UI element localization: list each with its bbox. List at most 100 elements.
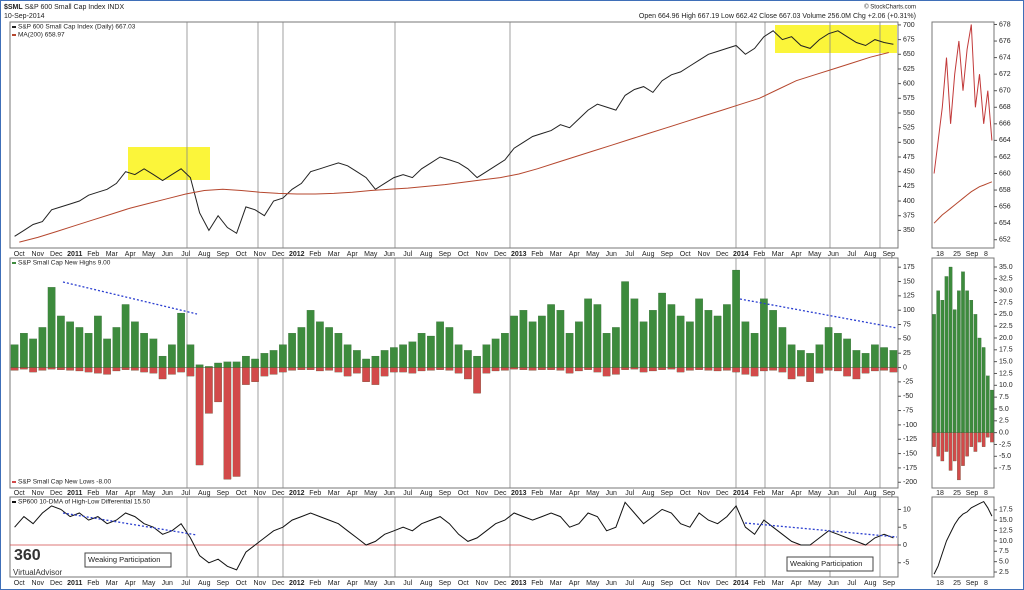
- x-tick-label: Apr: [125, 251, 137, 258]
- bar: [445, 327, 454, 368]
- bar: [103, 367, 111, 375]
- x-tick-label: Jul: [847, 490, 856, 497]
- bar: [889, 367, 898, 373]
- y-tick-label: 500: [903, 139, 915, 146]
- x-tick-label: Feb: [531, 251, 543, 258]
- bar: [112, 327, 121, 368]
- x-tick-label: Feb: [531, 490, 543, 497]
- bar: [538, 315, 546, 368]
- x-tick-label: 2012: [289, 490, 305, 497]
- x-tick-label: Nov: [476, 490, 489, 497]
- x-tick-label: Mar: [550, 490, 563, 497]
- y-tick-label: 676: [999, 38, 1011, 45]
- bar: [242, 355, 250, 368]
- bar: [843, 367, 851, 377]
- bar: [195, 364, 204, 368]
- y-tick-label: -75: [903, 407, 913, 414]
- bar: [168, 367, 176, 375]
- y-tick-label: -200: [903, 479, 917, 486]
- exchange: INDX: [107, 4, 124, 11]
- bar: [723, 367, 731, 371]
- x-tick-label: Apr: [347, 251, 359, 258]
- bar: [177, 367, 185, 373]
- bar: [149, 367, 158, 374]
- x-tick-label: Aug: [864, 251, 877, 258]
- logo-number: 360: [14, 547, 41, 564]
- bar: [454, 344, 463, 368]
- y-tick-label: 662: [999, 154, 1011, 161]
- y-tick-label: 664: [999, 137, 1011, 144]
- bar: [66, 321, 74, 368]
- x-tick-label: Feb: [309, 490, 321, 497]
- legend-entry: S&P Small Cap New Lows -8.00: [18, 479, 111, 486]
- x-tick-label: 2014: [733, 251, 749, 258]
- logo-name: VirtualAdvisor: [13, 568, 63, 577]
- series-line: [933, 24, 993, 174]
- trend-line: [744, 522, 898, 538]
- bar: [131, 321, 139, 368]
- bar: [131, 367, 139, 371]
- bar: [944, 432, 949, 452]
- bar: [482, 344, 491, 368]
- bar: [94, 367, 102, 374]
- series-line: [14, 30, 894, 237]
- bar: [686, 321, 694, 368]
- x-tick-label: Sep: [439, 490, 452, 497]
- bar: [94, 315, 102, 368]
- y-tick-label: 2.5: [999, 569, 1009, 576]
- x-tick-label: 2013: [511, 580, 527, 587]
- x-tick-label: Mar: [772, 580, 785, 587]
- bar: [20, 367, 28, 370]
- x-tick-label: Sep: [883, 251, 896, 258]
- bar: [973, 314, 978, 433]
- x-tick-label: 2014: [733, 580, 749, 587]
- y-tick-label: 425: [903, 183, 915, 190]
- x-tick-label: Aug: [420, 490, 433, 497]
- x-tick-label: May: [586, 490, 600, 497]
- bar: [565, 333, 574, 368]
- bar: [232, 361, 241, 368]
- x-tick-label: Dec: [716, 251, 729, 258]
- x-tick-label: Mar: [328, 580, 341, 587]
- bar: [969, 300, 974, 433]
- bar: [47, 367, 56, 370]
- bar: [704, 310, 713, 368]
- bar: [408, 341, 417, 368]
- panel: [9, 21, 899, 249]
- bar: [977, 337, 982, 433]
- x-tick-label: Dec: [50, 251, 63, 258]
- bar: [713, 367, 722, 372]
- bar: [57, 367, 65, 370]
- x-tick-label: Oct: [236, 251, 247, 258]
- x-tick-label: Jun: [162, 490, 173, 497]
- x-tick-label: 8: [984, 251, 988, 258]
- bar: [649, 367, 657, 372]
- bar: [121, 304, 130, 368]
- x-tick-label: Nov: [32, 251, 45, 258]
- x-tick-label: Apr: [125, 490, 137, 497]
- x-tick-label: Feb: [87, 490, 99, 497]
- bar: [473, 355, 481, 368]
- bar: [547, 304, 555, 368]
- x-tick-label: Feb: [753, 251, 765, 258]
- bar: [491, 338, 500, 368]
- bar: [556, 367, 565, 371]
- bar: [834, 333, 842, 368]
- y-tick-label: 5.0: [999, 559, 1009, 566]
- y-tick-label: 10.0: [999, 382, 1013, 389]
- bar: [473, 367, 481, 394]
- y-tick-label: 12.5: [999, 370, 1013, 377]
- x-tick-label: Apr: [569, 490, 581, 497]
- x-tick-label: 2011: [67, 490, 82, 497]
- x-tick-label: 2011: [67, 251, 82, 258]
- x-tick-label: 2011: [67, 580, 82, 587]
- y-tick-label: 600: [903, 80, 915, 87]
- y-tick-label: 0.0: [999, 429, 1009, 436]
- bar: [528, 367, 537, 371]
- bar: [977, 432, 982, 443]
- x-tick-label: Sep: [661, 251, 674, 258]
- bar: [316, 321, 324, 368]
- x-tick-label: Oct: [14, 580, 25, 587]
- bar: [158, 367, 167, 380]
- x-tick-label: 8: [984, 580, 988, 587]
